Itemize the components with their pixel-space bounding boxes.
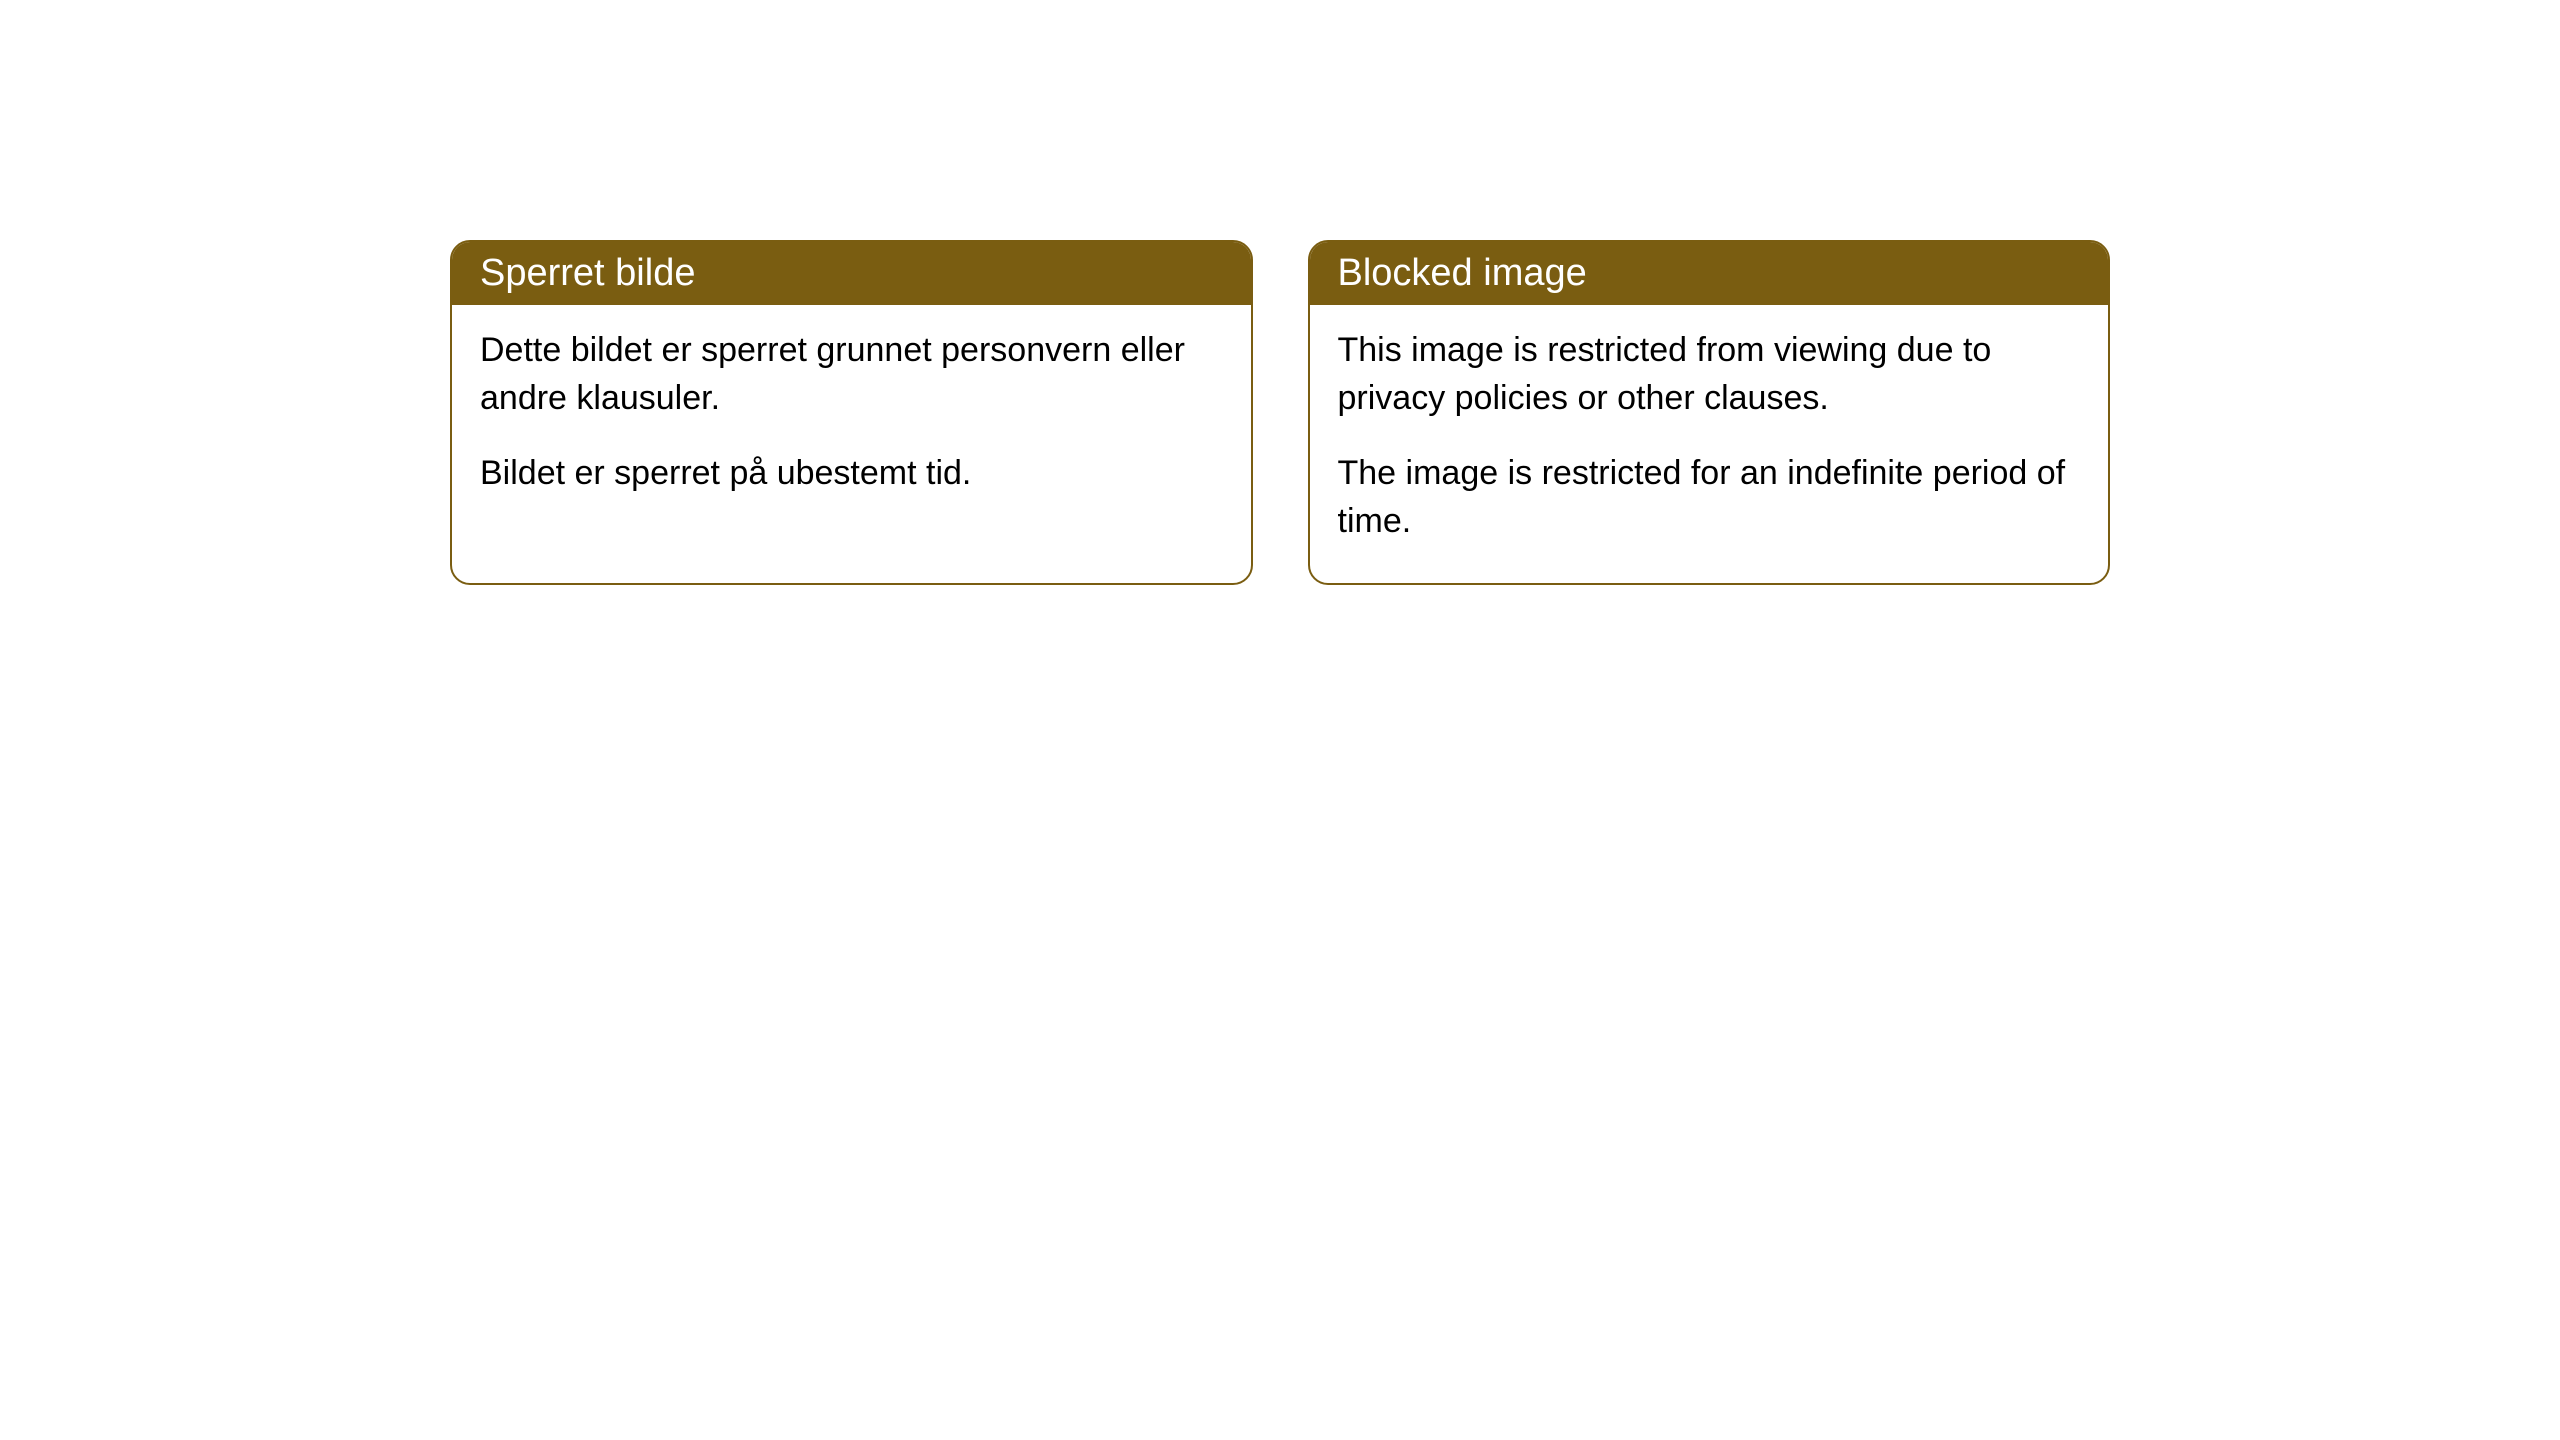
notice-card-english: Blocked image This image is restricted f… bbox=[1308, 240, 2111, 585]
card-paragraph: Dette bildet er sperret grunnet personve… bbox=[480, 327, 1223, 422]
card-body-english: This image is restricted from viewing du… bbox=[1310, 305, 2109, 583]
card-title: Sperret bilde bbox=[480, 252, 695, 294]
card-header-norwegian: Sperret bilde bbox=[452, 242, 1251, 305]
card-paragraph: This image is restricted from viewing du… bbox=[1338, 327, 2081, 422]
notice-cards-container: Sperret bilde Dette bildet er sperret gr… bbox=[450, 240, 2110, 585]
card-body-norwegian: Dette bildet er sperret grunnet personve… bbox=[452, 305, 1251, 536]
card-header-english: Blocked image bbox=[1310, 242, 2109, 305]
card-title: Blocked image bbox=[1338, 252, 1587, 294]
card-paragraph: Bildet er sperret på ubestemt tid. bbox=[480, 450, 1223, 498]
card-paragraph: The image is restricted for an indefinit… bbox=[1338, 450, 2081, 545]
notice-card-norwegian: Sperret bilde Dette bildet er sperret gr… bbox=[450, 240, 1253, 585]
